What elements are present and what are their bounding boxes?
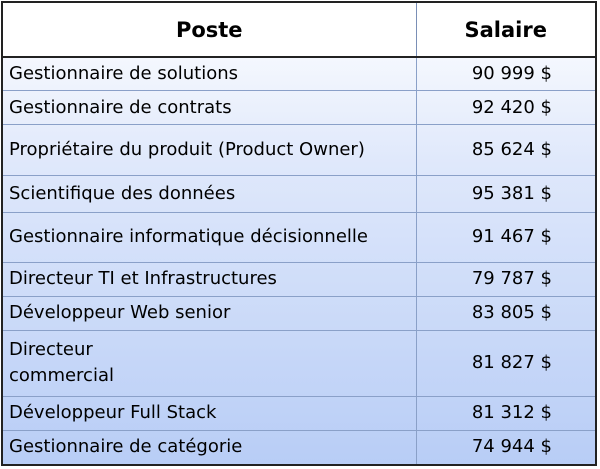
poste-cell: Propriétaire du produit (Product Owner)	[3, 124, 417, 176]
salaire-cell: 79 787 $	[416, 262, 595, 297]
table-row: Scientifique des données 95 381 $	[3, 175, 595, 213]
poste-cell: Développeur Full Stack	[3, 396, 417, 431]
poste-cell: Directeur commercial	[3, 330, 417, 397]
table-row: Développeur Web senior 83 805 $	[3, 296, 595, 331]
salaire-cell: 81 312 $	[416, 396, 595, 431]
table-row: Propriétaire du produit (Product Owner) …	[3, 124, 595, 176]
column-header-poste: Poste	[3, 3, 417, 58]
table-row: Développeur Full Stack 81 312 $	[3, 396, 595, 431]
salaire-cell: 92 420 $	[416, 90, 595, 126]
salaire-cell: 85 624 $	[416, 124, 595, 176]
column-header-salaire: Salaire	[416, 3, 595, 58]
table-row: Gestionnaire de solutions 90 999 $	[3, 57, 595, 92]
table-row: Gestionnaire informatique décisionnelle …	[3, 212, 595, 264]
poste-cell: Gestionnaire de catégorie	[3, 430, 417, 464]
poste-cell: Scientifique des données	[3, 175, 417, 213]
poste-cell-line1: Directeur	[9, 339, 93, 361]
salaire-cell: 81 827 $	[416, 330, 595, 397]
salaire-cell: 83 805 $	[416, 296, 595, 331]
poste-cell: Gestionnaire informatique décisionnelle	[3, 212, 417, 264]
salaire-cell: 91 467 $	[416, 212, 595, 264]
poste-cell-line2: commercial	[9, 365, 114, 387]
poste-cell: Directeur TI et Infrastructures	[3, 262, 417, 297]
poste-cell: Développeur Web senior	[3, 296, 417, 331]
salaire-cell: 74 944 $	[471, 436, 552, 458]
poste-cell: Gestionnaire de solutions	[3, 57, 417, 92]
table-row: Directeur TI et Infrastructures 79 787 $	[3, 262, 595, 297]
table-row: Gestionnaire de contrats 92 420 $	[3, 90, 595, 126]
table-header-row: Poste Salaire	[3, 3, 595, 58]
salary-table: Poste Salaire Gestionnaire de solutions …	[3, 3, 595, 464]
salaire-cell: 90 999 $	[416, 57, 595, 92]
table-row: Gestionnaire de catégorie 74 944 $	[3, 430, 595, 464]
table-row: Directeur commercial 81 827 $	[3, 330, 595, 397]
poste-cell: Gestionnaire de contrats	[3, 90, 417, 126]
salaire-cell: 95 381 $	[416, 175, 595, 213]
